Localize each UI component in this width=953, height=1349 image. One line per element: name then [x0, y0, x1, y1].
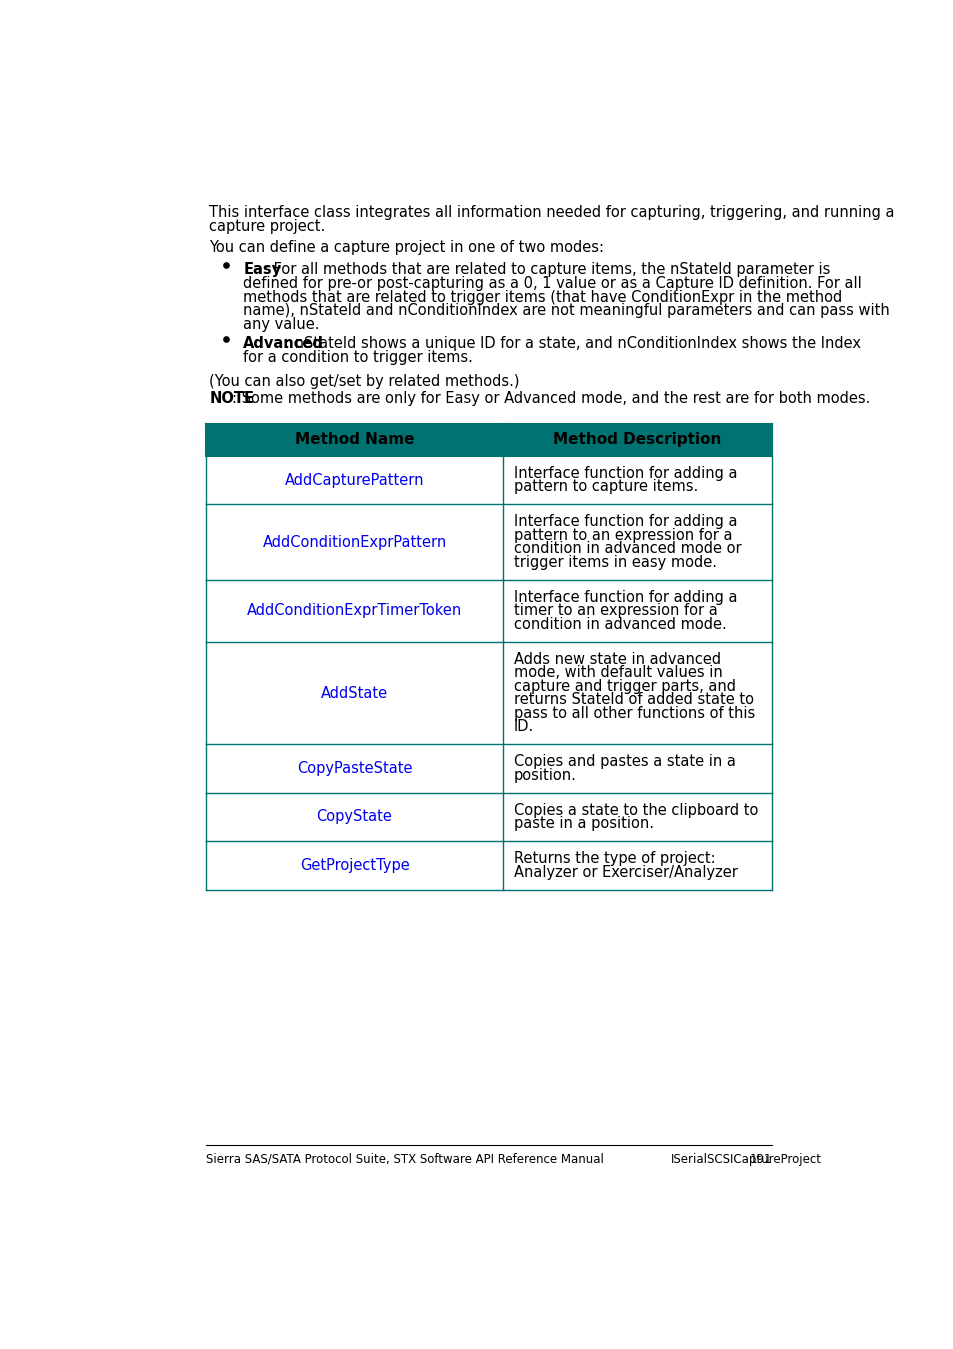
Text: condition in advanced mode or: condition in advanced mode or: [514, 541, 740, 556]
Text: CopyPasteState: CopyPasteState: [296, 761, 412, 776]
Text: paste in a position.: paste in a position.: [514, 816, 653, 831]
Text: CopyState: CopyState: [316, 809, 392, 824]
Text: timer to an expression for a: timer to an expression for a: [514, 603, 717, 618]
Text: AddState: AddState: [320, 685, 388, 700]
Text: Analyzer or Exerciser/Analyzer: Analyzer or Exerciser/Analyzer: [514, 865, 737, 880]
Text: Advanced: Advanced: [243, 336, 324, 351]
Text: Copies and pastes a state in a: Copies and pastes a state in a: [514, 754, 735, 769]
Text: 191: 191: [748, 1153, 771, 1166]
Text: You can define a capture project in one of two modes:: You can define a capture project in one …: [209, 240, 603, 255]
Text: : Some methods are only for Easy or Advanced mode, and the rest are for both mod: : Some methods are only for Easy or Adva…: [232, 391, 869, 406]
Text: AddCapturePattern: AddCapturePattern: [285, 472, 424, 487]
Text: Method Description: Method Description: [553, 432, 720, 448]
Text: pattern to an expression for a: pattern to an expression for a: [514, 527, 732, 542]
Text: any value.: any value.: [243, 317, 319, 332]
Bar: [206, 745, 771, 793]
Text: returns StateId of added state to: returns StateId of added state to: [514, 692, 753, 707]
Text: This interface class integrates all information needed for capturing, triggering: This interface class integrates all info…: [209, 205, 894, 220]
Bar: [206, 793, 771, 842]
Text: Copies a state to the clipboard to: Copies a state to the clipboard to: [514, 803, 758, 817]
Text: position.: position.: [514, 768, 577, 782]
Bar: [206, 580, 771, 642]
Bar: [206, 505, 771, 580]
Bar: [206, 456, 771, 505]
Text: : For all methods that are related to capture items, the nStateId parameter is: : For all methods that are related to ca…: [264, 262, 830, 277]
Text: methods that are related to trigger items (that have ConditionExpr in the method: methods that are related to trigger item…: [243, 290, 841, 305]
Text: ISerialSCSICaptureProject: ISerialSCSICaptureProject: [670, 1153, 821, 1166]
Text: GetProjectType: GetProjectType: [299, 858, 409, 873]
Text: mode, with default values in: mode, with default values in: [514, 665, 722, 680]
Text: (You can also get/set by related methods.): (You can also get/set by related methods…: [209, 374, 519, 390]
Text: defined for pre-or post-capturing as a 0, 1 value or as a Capture ID definition.: defined for pre-or post-capturing as a 0…: [243, 275, 862, 290]
Text: : nStateId shows a unique ID for a state, and nConditionIndex shows the Index: : nStateId shows a unique ID for a state…: [285, 336, 861, 351]
Text: Interface function for adding a: Interface function for adding a: [514, 514, 737, 529]
Text: Sierra SAS/SATA Protocol Suite, STX Software API Reference Manual: Sierra SAS/SATA Protocol Suite, STX Soft…: [206, 1153, 603, 1166]
Bar: [206, 642, 771, 745]
Text: ID.: ID.: [514, 719, 534, 734]
Text: Adds new state in advanced: Adds new state in advanced: [514, 652, 720, 666]
Text: Returns the type of project:: Returns the type of project:: [514, 851, 715, 866]
Bar: [206, 424, 771, 456]
Text: NOTE: NOTE: [209, 391, 253, 406]
Text: pattern to capture items.: pattern to capture items.: [514, 479, 698, 494]
Text: Interface function for adding a: Interface function for adding a: [514, 590, 737, 604]
Text: pass to all other functions of this: pass to all other functions of this: [514, 706, 755, 720]
Text: Method Name: Method Name: [294, 432, 414, 448]
Text: condition in advanced mode.: condition in advanced mode.: [514, 616, 726, 631]
Text: Interface function for adding a: Interface function for adding a: [514, 465, 737, 480]
Bar: [206, 842, 771, 890]
Text: trigger items in easy mode.: trigger items in easy mode.: [514, 554, 716, 569]
Text: name), nStateId and nConditionIndex are not meaningful parameters and can pass w: name), nStateId and nConditionIndex are …: [243, 304, 889, 318]
Text: capture project.: capture project.: [209, 219, 325, 233]
Text: AddConditionExprPattern: AddConditionExprPattern: [262, 534, 446, 549]
Text: for a condition to trigger items.: for a condition to trigger items.: [243, 349, 473, 364]
Text: capture and trigger parts, and: capture and trigger parts, and: [514, 679, 735, 693]
Text: AddConditionExprTimerToken: AddConditionExprTimerToken: [247, 603, 461, 618]
Text: Easy: Easy: [243, 262, 281, 277]
